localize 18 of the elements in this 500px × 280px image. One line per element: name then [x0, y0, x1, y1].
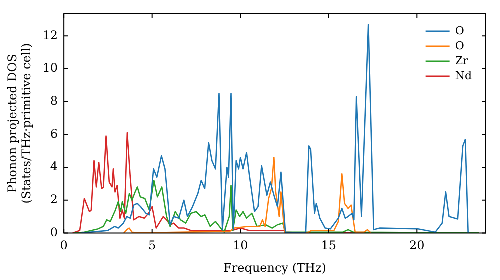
- legend-label: O: [455, 39, 464, 52]
- y-axis-title: Phonon projected DOS (States/THz·primitive cell): [5, 43, 34, 204]
- y-tick-label: 12: [42, 28, 58, 42]
- x-tick-label: 20: [410, 238, 425, 253]
- legend-label: Zr: [455, 54, 469, 68]
- x-tick-label: 15: [321, 238, 337, 253]
- y-tick-label: 4: [50, 160, 58, 174]
- y-tick-label: 6: [50, 126, 58, 141]
- x-axis-title: Frequency (THz): [224, 260, 326, 275]
- legend-label: O: [455, 24, 464, 38]
- y-tick-label: 10: [42, 61, 58, 76]
- y-tick-label: 0: [50, 225, 58, 240]
- x-tick-label: 10: [232, 238, 248, 253]
- x-tick-label: 5: [148, 238, 156, 253]
- y-tick-label: 8: [50, 94, 58, 108]
- legend-label: Nd: [455, 69, 472, 82]
- x-tick-label: 0: [60, 238, 68, 253]
- y-tick-label: 2: [50, 192, 58, 206]
